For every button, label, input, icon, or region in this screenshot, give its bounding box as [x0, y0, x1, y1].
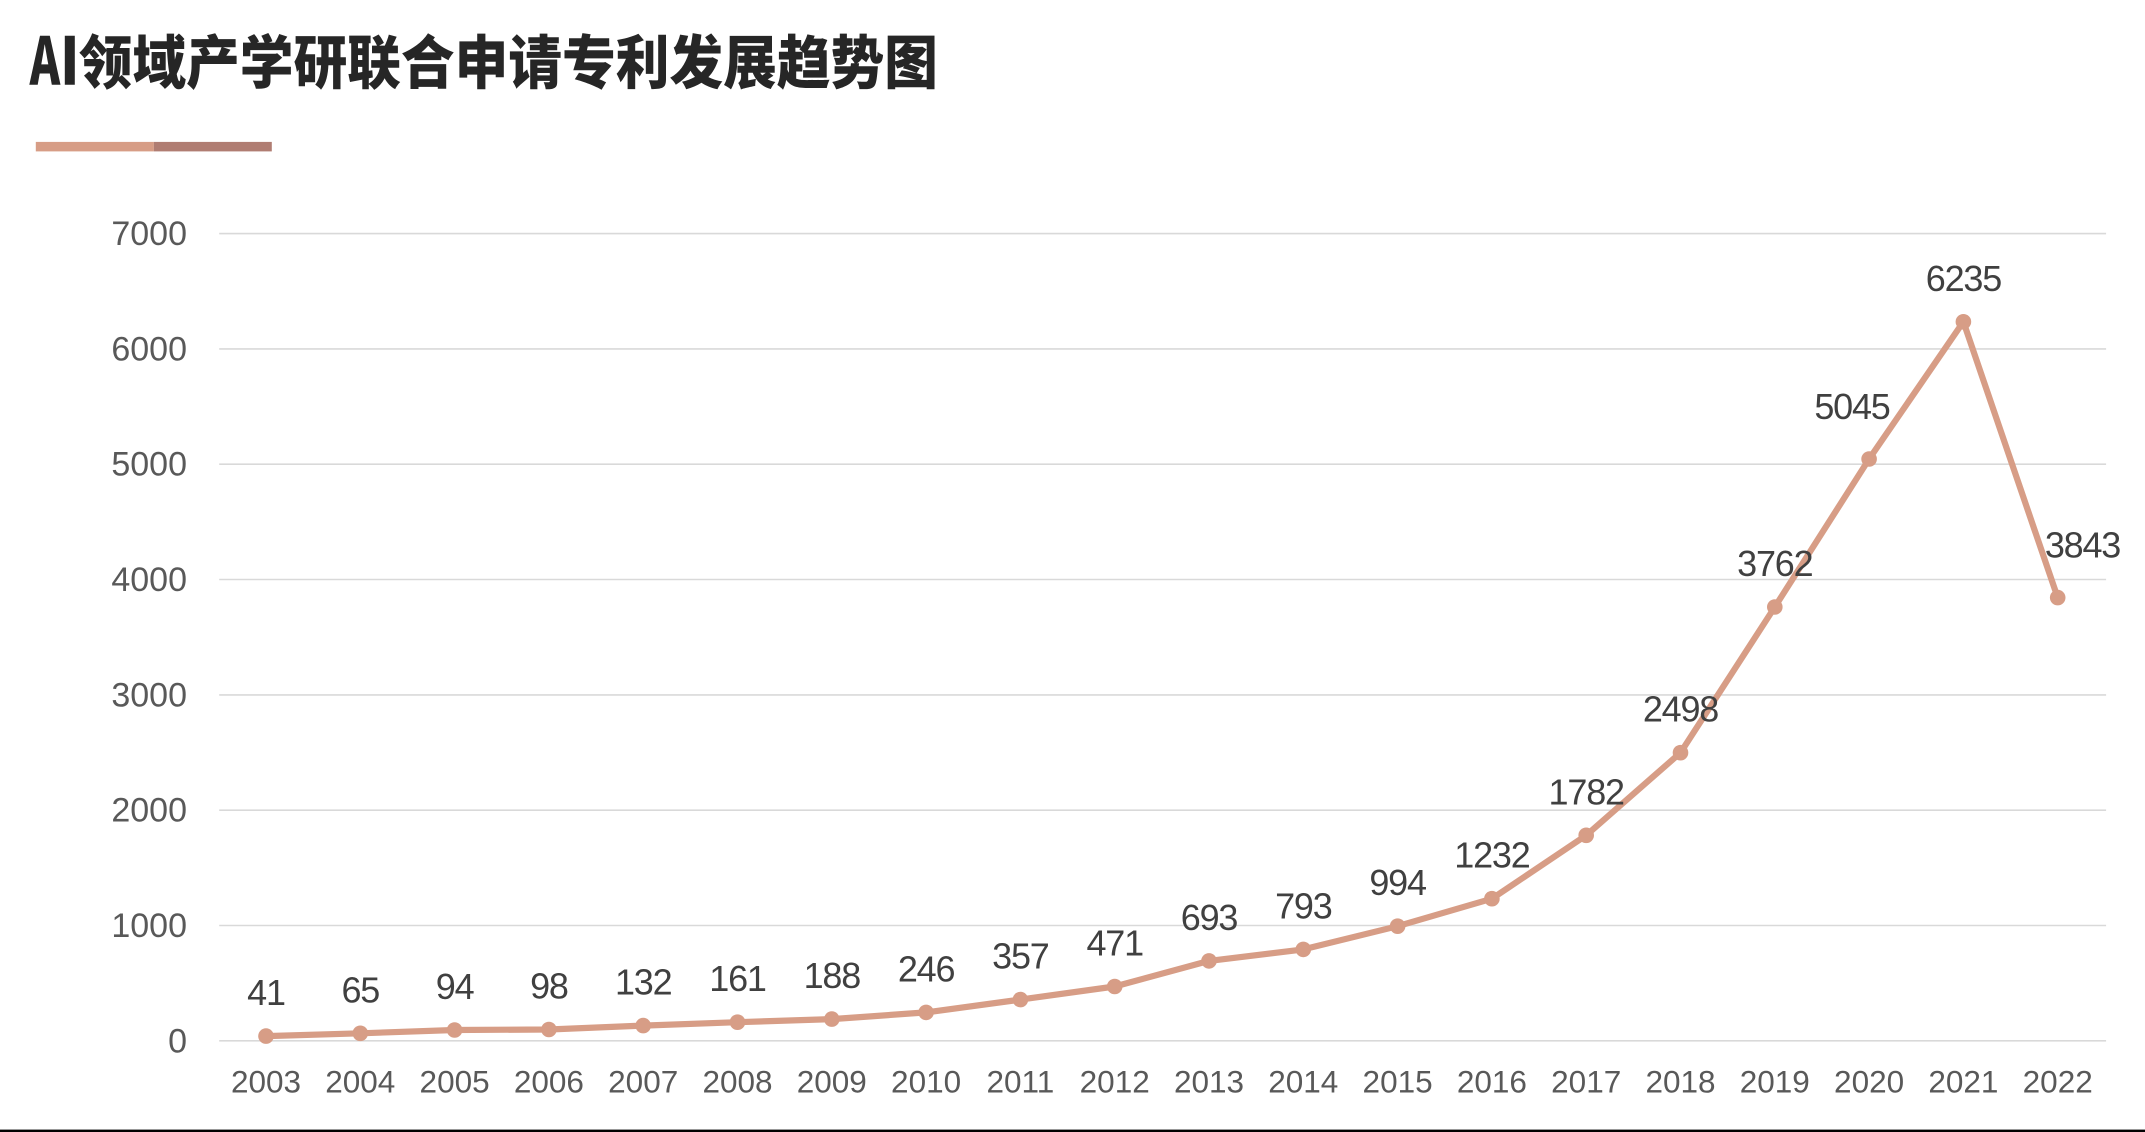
svg-text:5000: 5000	[111, 446, 187, 484]
svg-text:2009: 2009	[797, 1064, 867, 1100]
svg-text:2498: 2498	[1643, 689, 1718, 730]
svg-text:2000: 2000	[111, 792, 187, 830]
svg-text:793: 793	[1275, 885, 1332, 926]
svg-text:1782: 1782	[1549, 771, 1624, 812]
svg-text:2014: 2014	[1268, 1064, 1338, 1100]
svg-text:2011: 2011	[987, 1064, 1055, 1100]
svg-text:6235: 6235	[1926, 258, 2001, 299]
svg-text:2015: 2015	[1363, 1064, 1433, 1100]
svg-text:2008: 2008	[702, 1064, 772, 1100]
svg-text:2021: 2021	[1928, 1064, 1998, 1100]
svg-text:3762: 3762	[1737, 543, 1812, 584]
svg-text:2013: 2013	[1174, 1064, 1244, 1100]
svg-text:471: 471	[1086, 923, 1143, 964]
svg-text:2003: 2003	[231, 1064, 301, 1100]
svg-text:2004: 2004	[325, 1064, 395, 1100]
svg-text:2016: 2016	[1457, 1064, 1527, 1100]
svg-text:1000: 1000	[111, 907, 187, 945]
svg-text:7000: 7000	[111, 215, 187, 253]
svg-text:94: 94	[436, 966, 474, 1007]
svg-text:3843: 3843	[2045, 525, 2120, 566]
svg-text:188: 188	[804, 955, 861, 996]
svg-text:2012: 2012	[1080, 1064, 1150, 1100]
svg-text:65: 65	[341, 969, 379, 1010]
svg-text:357: 357	[992, 936, 1049, 977]
svg-text:161: 161	[709, 958, 766, 999]
svg-text:2022: 2022	[2023, 1064, 2093, 1100]
svg-text:2006: 2006	[514, 1064, 584, 1100]
svg-text:2007: 2007	[608, 1064, 678, 1100]
svg-text:2017: 2017	[1551, 1064, 1621, 1100]
svg-text:2010: 2010	[891, 1064, 961, 1100]
svg-text:246: 246	[898, 948, 955, 989]
svg-text:2018: 2018	[1645, 1064, 1715, 1100]
svg-text:994: 994	[1369, 862, 1426, 903]
svg-text:5045: 5045	[1814, 386, 1889, 427]
svg-text:132: 132	[615, 962, 672, 1003]
svg-text:98: 98	[530, 966, 568, 1007]
svg-text:4000: 4000	[111, 561, 187, 599]
svg-text:1232: 1232	[1454, 835, 1529, 876]
svg-text:6000: 6000	[111, 330, 187, 368]
svg-text:2005: 2005	[420, 1064, 490, 1100]
svg-text:3000: 3000	[111, 676, 187, 714]
svg-text:693: 693	[1181, 897, 1238, 938]
svg-text:41: 41	[247, 972, 285, 1013]
svg-text:0: 0	[168, 1022, 187, 1060]
svg-text:2020: 2020	[1834, 1064, 1904, 1100]
svg-text:2019: 2019	[1740, 1064, 1810, 1100]
